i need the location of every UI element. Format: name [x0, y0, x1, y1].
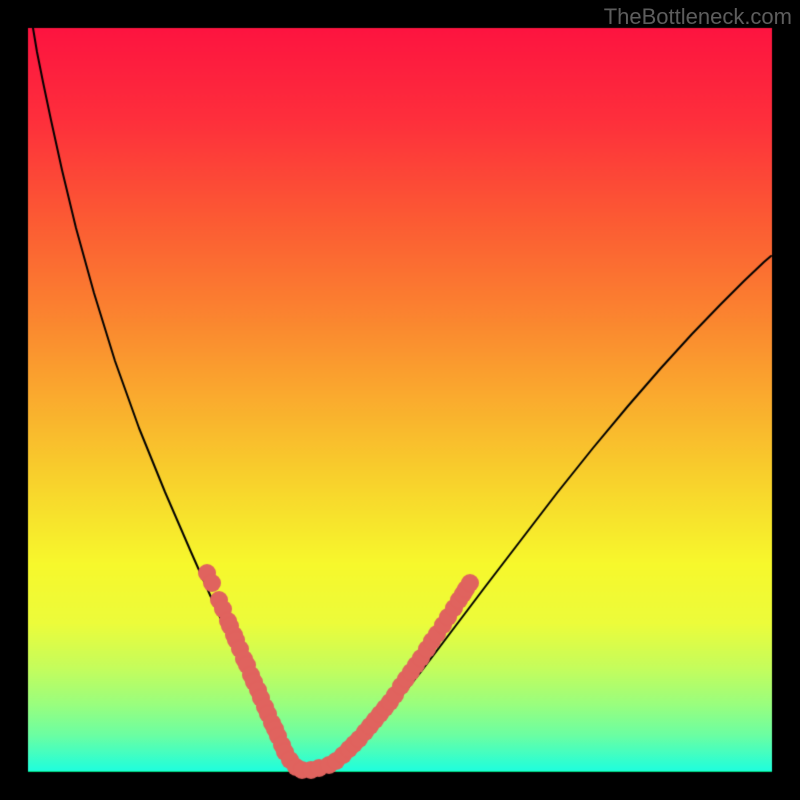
bottleneck-chart: [0, 0, 800, 800]
watermark-text: TheBottleneck.com: [604, 4, 792, 30]
